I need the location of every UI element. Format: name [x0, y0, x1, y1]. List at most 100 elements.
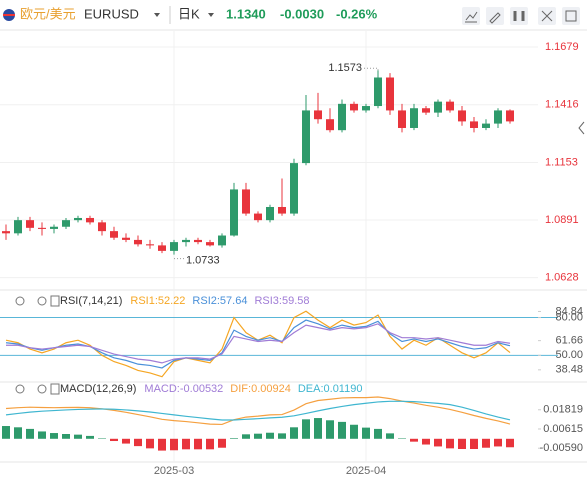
max-annotation: 1.1573 — [328, 62, 362, 74]
candle-body — [266, 206, 274, 221]
candle-body — [446, 101, 454, 111]
y-tick-label: 1.1153 — [545, 156, 578, 168]
legend-entry: DEA:0.01190 — [298, 383, 363, 395]
macd-bar — [182, 438, 190, 450]
y-tick-label: 1.1679 — [545, 41, 579, 53]
candle-body — [26, 220, 34, 228]
dropdown-icon[interactable] — [208, 13, 214, 17]
pair-name[interactable]: 欧元/美元 — [20, 6, 76, 21]
y-tick-label: 0.01819 — [543, 404, 583, 416]
macd-bar — [410, 438, 418, 442]
macd-bar — [290, 427, 298, 439]
macd-bar — [206, 438, 214, 450]
tool-button[interactable] — [510, 7, 528, 25]
candle-body — [434, 101, 442, 113]
macd-bar — [494, 438, 502, 447]
y-tick-label: 1.0891 — [545, 214, 579, 226]
settings-icon[interactable] — [37, 296, 47, 306]
y-tick-label: -0.00590 — [540, 442, 583, 454]
candle-body — [206, 242, 214, 246]
candle-body — [410, 108, 418, 128]
macd-bar — [86, 435, 94, 439]
macd-bar — [146, 438, 154, 449]
y-tick-label: 38.48 — [555, 364, 583, 376]
macd-bar — [314, 418, 322, 439]
tool-icon — [465, 11, 478, 23]
macd-bar — [386, 433, 394, 439]
macd-bar — [230, 438, 238, 439]
min-annotation: 1.0733 — [186, 255, 220, 267]
candle-body — [50, 226, 58, 229]
candle-body — [326, 119, 334, 131]
x-tick-label: 2025-03 — [154, 465, 194, 477]
candle-body — [362, 106, 370, 111]
macd-bar — [254, 433, 262, 439]
macd-bar — [62, 434, 70, 439]
candle-body — [278, 206, 286, 214]
tool-icon — [541, 10, 553, 22]
indicator-line — [5, 396, 511, 426]
candle-body — [86, 217, 94, 223]
macd-bar — [422, 438, 430, 445]
candle-body — [230, 189, 238, 236]
period[interactable]: 日K — [178, 6, 200, 21]
change-pct: -0.26% — [336, 6, 378, 21]
macd-bar — [278, 433, 286, 439]
candle-body — [122, 237, 130, 240]
y-tick-label: 61.66 — [555, 335, 583, 347]
macd-bar — [242, 434, 250, 439]
legend-entry: MACD:-0.00532 — [144, 383, 223, 395]
macd-bar — [110, 438, 118, 442]
candle-body — [482, 123, 490, 128]
y-tick-label: 0.00615 — [543, 423, 583, 435]
macd-bar — [170, 438, 178, 451]
macd-bar — [446, 438, 454, 449]
candle-body — [146, 244, 154, 246]
candle-body — [290, 163, 298, 214]
candle-body — [470, 121, 478, 128]
candle-body — [110, 231, 118, 238]
macd-bar — [374, 428, 382, 439]
legend-entry: RSI2:57.64 — [192, 295, 247, 307]
macd-bar — [434, 438, 442, 447]
macd-bar — [26, 428, 34, 439]
macd-bar — [122, 438, 130, 444]
legend-entry: RSI3:59.58 — [254, 295, 309, 307]
candle-body — [422, 108, 430, 113]
candle-body — [182, 239, 190, 243]
candle-body — [494, 110, 502, 124]
visibility-icon[interactable] — [15, 296, 25, 306]
indicator-title: MACD(12,26,9) — [60, 383, 136, 395]
macd-bar — [470, 438, 478, 449]
indicator-line — [5, 400, 511, 421]
candle-body — [314, 110, 322, 120]
macd-bar — [482, 438, 490, 448]
settings-icon[interactable] — [37, 384, 47, 394]
indicator-box — [50, 383, 60, 395]
macd-bar — [362, 427, 370, 439]
price: 1.1340 — [226, 6, 266, 21]
candle-body — [98, 222, 106, 232]
y-tick-label: 84.84 — [555, 305, 583, 317]
tool-button[interactable] — [562, 7, 580, 25]
candle-body — [302, 110, 310, 164]
visibility-icon[interactable] — [15, 384, 25, 394]
tool-icon — [489, 12, 501, 24]
macd-bar — [266, 432, 274, 439]
y-tick-label: 50.00 — [555, 349, 583, 361]
macd-bar — [2, 426, 10, 439]
candle-body — [158, 245, 166, 251]
collapse-arrow[interactable] — [578, 121, 585, 135]
candle-body — [170, 242, 178, 251]
macd-bar — [194, 438, 202, 450]
macd-bar — [398, 438, 406, 439]
macd-bar — [50, 433, 58, 439]
change: -0.0030 — [280, 6, 324, 21]
symbol[interactable]: EURUSD — [84, 6, 139, 21]
candle-body — [2, 231, 10, 234]
dropdown-icon[interactable] — [154, 13, 160, 17]
y-tick-label: 1.0628 — [545, 272, 579, 284]
candle-body — [14, 220, 22, 234]
macd-bar — [38, 431, 46, 439]
